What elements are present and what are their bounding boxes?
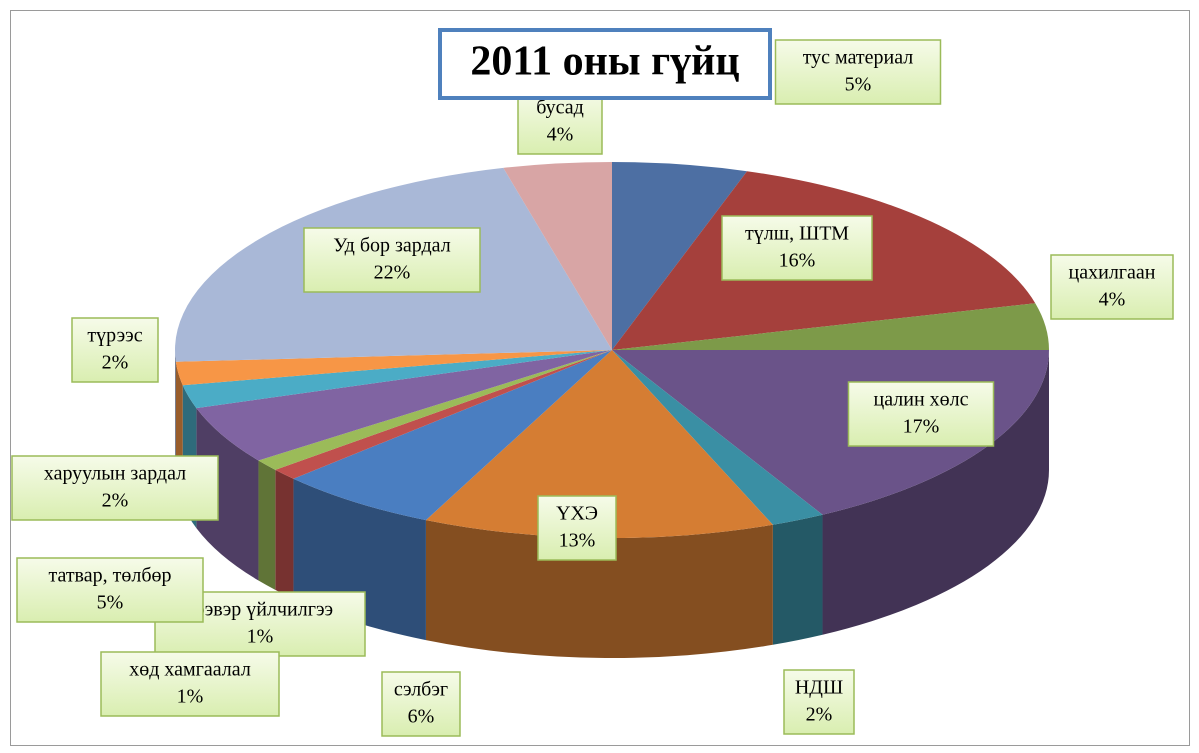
label-category: харуулын зардал [44, 463, 186, 485]
label-value: 1% [177, 686, 204, 708]
label-category: бусад [536, 97, 584, 119]
label-category: сэлбэг [394, 679, 448, 701]
slice [425, 350, 773, 538]
data-label: татвар, төлбөр 5% [16, 557, 204, 623]
label-category: тус материал [803, 47, 914, 69]
label-box [774, 39, 942, 105]
label-box [11, 455, 219, 521]
label-value: 22% [374, 262, 411, 284]
data-label: харуулын зардал 2% [11, 455, 219, 521]
slice [258, 350, 612, 470]
label-box [537, 495, 617, 561]
label-value: 6% [408, 706, 435, 728]
data-label: бусад 4% [517, 89, 603, 155]
label-category: цалин хөлс [874, 389, 969, 411]
title-box [438, 28, 772, 100]
slice [612, 350, 823, 525]
label-category: ҮХЭ [556, 503, 598, 525]
data-label: түрээс 2% [71, 317, 159, 383]
label-category: хөд хамгаалал [129, 659, 251, 681]
label-value: 1% [247, 626, 274, 648]
label-box [1050, 254, 1174, 320]
label-value: 2% [806, 704, 833, 726]
label-box [847, 381, 995, 447]
label-box [303, 227, 481, 293]
data-label: тус материал 5% [774, 39, 942, 105]
label-box [100, 651, 280, 717]
label-box [783, 669, 855, 735]
slice [275, 350, 612, 479]
label-category: Уд бор зардал [333, 235, 450, 257]
label-box [381, 671, 461, 737]
label-value: 5% [845, 74, 872, 96]
data-label: цахилгаан 4% [1050, 254, 1174, 320]
label-category: цахилгаан [1069, 262, 1156, 284]
slice-side [175, 350, 176, 482]
label-value: 13% [559, 530, 596, 552]
label-category: тээвэр үйлчилгээ [187, 599, 333, 621]
data-label: цалин хөлс 17% [847, 381, 995, 447]
labels: тус материал 5% түлш, ШТМ 16% цахилгаан 4% цал… [11, 39, 1174, 737]
label-value: 4% [1099, 289, 1126, 311]
slice-side [258, 460, 276, 590]
label-box [517, 89, 603, 155]
data-label: сэлбэг 6% [381, 671, 461, 737]
slice-side [822, 350, 1049, 635]
label-category: НДШ [795, 677, 843, 699]
slice-side [196, 408, 259, 581]
label-value: 17% [903, 416, 940, 438]
label-category: түрээс [87, 325, 142, 347]
slice [612, 303, 1049, 350]
slice [293, 350, 612, 521]
label-value: 5% [97, 592, 124, 614]
slice [175, 350, 613, 386]
data-label: түлш, ШТМ 16% [721, 215, 873, 281]
data-label: НДШ 2% [783, 669, 855, 735]
slice [612, 162, 748, 350]
slice [503, 162, 612, 350]
label-value: 16% [779, 250, 816, 272]
label-box [71, 317, 159, 383]
slice [196, 350, 612, 461]
data-label: Уд бор зардал 22% [303, 227, 481, 293]
data-label: хөд хамгаалал 1% [100, 651, 280, 717]
label-value: 2% [102, 352, 129, 374]
label-category: татвар, төлбөр [48, 565, 171, 587]
label-box [16, 557, 204, 623]
label-category: түлш, ШТМ [745, 223, 849, 245]
chart-title: 2011 оны гүйц [470, 39, 739, 85]
label-value: 4% [547, 124, 574, 146]
data-label: ҮХЭ 13% [537, 495, 617, 561]
slice-side [772, 514, 823, 645]
label-value: 2% [102, 490, 129, 512]
slice [182, 350, 612, 409]
label-box [721, 215, 873, 281]
slice-side [425, 520, 773, 658]
slice-side [275, 469, 294, 599]
